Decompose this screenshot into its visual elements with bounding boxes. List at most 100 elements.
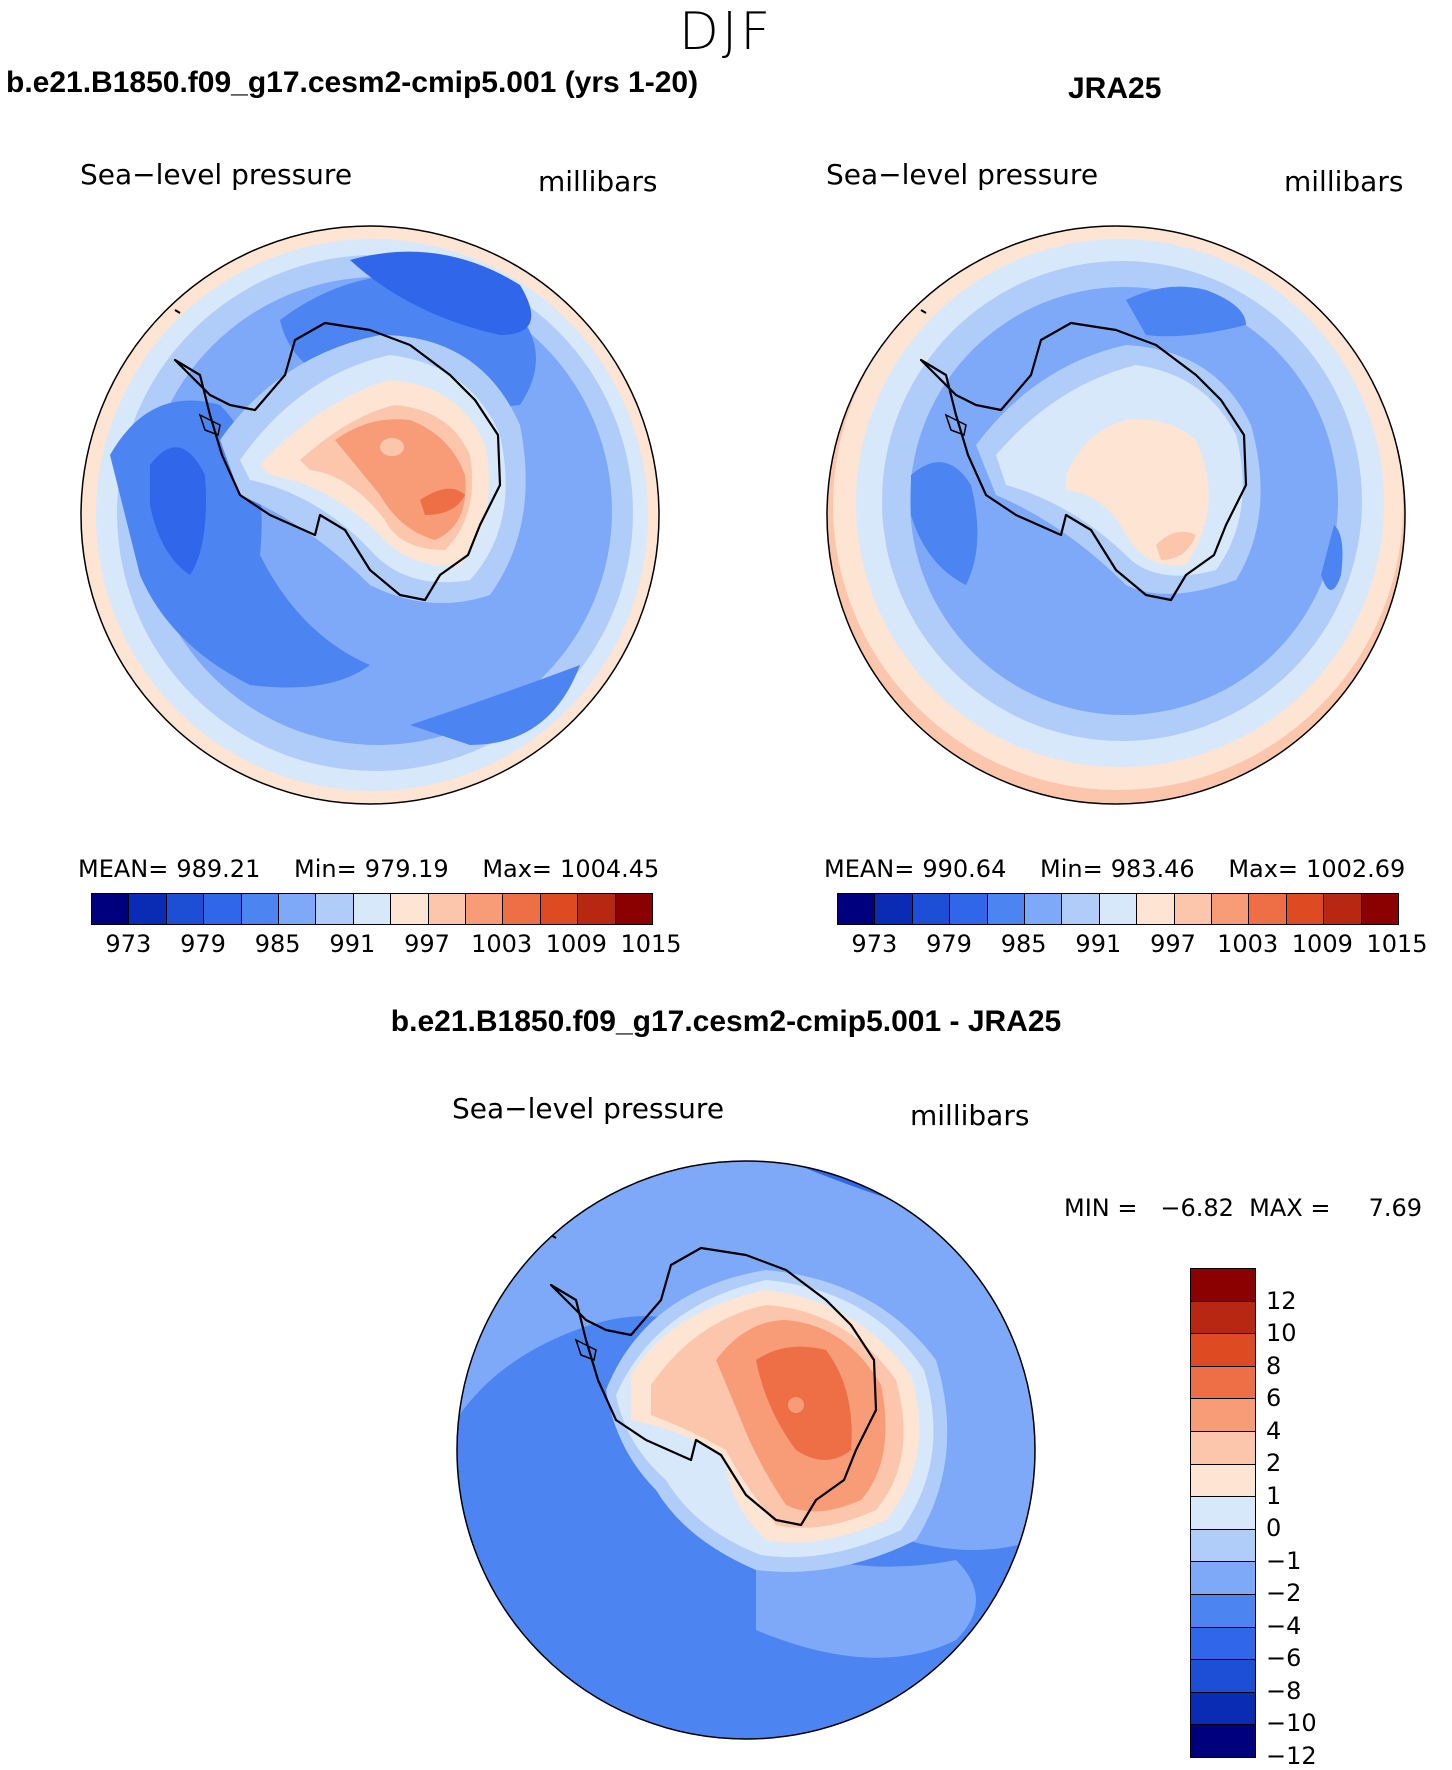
model-units-label: millibars [538, 165, 658, 198]
model-colorbar-tick-label: 991 [329, 930, 376, 958]
obs-colorbar-tick-label: 985 [1000, 930, 1047, 958]
diff-colorbar-swatch [1191, 1431, 1255, 1465]
model-variable-label: Sea−level pressure [80, 158, 353, 191]
season-title: DJF [678, 2, 774, 62]
obs-colorbar-swatch [1137, 894, 1175, 924]
diff-colorbar-ticks: 12 10 8 6 4 2 1 0 −1 −2 −4 −6 −8 −10 −12 [1266, 1268, 1346, 1770]
model-colorbar-tick-label: 985 [254, 930, 301, 958]
obs-variable-label: Sea−level pressure [826, 158, 1099, 191]
model-colorbar-tick-label: 973 [105, 930, 152, 958]
obs-colorbar-swatch [1212, 894, 1250, 924]
model-max-label: Max= [482, 855, 553, 883]
obs-panel-title: JRA25 [1068, 72, 1162, 105]
diff-colorbar-swatch [1191, 1464, 1255, 1498]
diff-colorbar-swatch [1191, 1497, 1255, 1530]
model-colorbar-swatch [578, 894, 616, 924]
model-colorbar-swatch [353, 894, 392, 924]
obs-colorbar-swatch [1174, 894, 1213, 924]
diff-panel-title: b.e21.B1850.f09_g17.cesm2-cmip5.001 - JR… [390, 1005, 1062, 1038]
diff-colorbar-tick-label: −6 [1266, 1644, 1302, 1673]
model-colorbar-swatch [166, 894, 205, 924]
obs-min-label: Min= [1039, 855, 1103, 883]
model-colorbar-swatch [540, 894, 579, 924]
diff-colorbar-swatch [1191, 1627, 1255, 1661]
obs-polar-map [826, 225, 1406, 805]
model-panel-title: b.e21.B1850.f09_g17.cesm2-cmip5.001 (yrs… [6, 66, 699, 99]
diff-minmax: MIN = −6.82 MAX = 7.69 [1064, 1194, 1423, 1222]
obs-colorbar-swatch [1062, 894, 1100, 924]
obs-colorbar-tick-label: 979 [926, 930, 972, 958]
obs-max-label: Max= [1228, 855, 1299, 883]
diff-colorbar-tick-label: −4 [1266, 1611, 1302, 1640]
obs-colorbar-swatch [875, 894, 913, 924]
diff-colorbar-swatch [1191, 1301, 1255, 1335]
model-colorbar-tick-label: 1009 [545, 930, 607, 958]
diff-colorbar-swatch [1191, 1562, 1255, 1595]
diff-colorbar-tick-label: −8 [1266, 1676, 1302, 1705]
model-colorbar-tick-label: 1015 [620, 930, 682, 958]
diff-colorbar-tick-label: −12 [1266, 1742, 1317, 1770]
model-colorbar-swatch [241, 894, 280, 924]
diff-colorbar-swatch [1191, 1334, 1255, 1367]
obs-mean-label: MEAN= [824, 855, 915, 883]
obs-colorbar-swatch [1099, 894, 1138, 924]
model-colorbar-swatch [92, 894, 130, 924]
obs-colorbar-swatch [950, 894, 988, 924]
diff-colorbar-tick-label: 0 [1266, 1514, 1282, 1543]
diff-variable-label: Sea−level pressure [452, 1092, 725, 1125]
diff-colorbar-tick-label: 2 [1266, 1449, 1282, 1478]
obs-colorbar-swatch [1361, 894, 1399, 924]
model-colorbar-tick-label: 979 [180, 930, 226, 958]
model-colorbar-swatch [428, 894, 467, 924]
obs-colorbar-tick-label: 1009 [1291, 930, 1353, 958]
diff-colorbar-tick-label: −10 [1266, 1709, 1317, 1738]
model-colorbar-swatch [503, 894, 541, 924]
diff-colorbar-swatch [1191, 1529, 1255, 1563]
obs-colorbar-swatch [1286, 894, 1325, 924]
obs-stats: MEAN= 990.64 Min= 983.46 Max= 1002.69 [824, 855, 1431, 883]
model-colorbar-tick-label: 997 [404, 930, 450, 958]
model-colorbar-swatch [615, 894, 653, 924]
obs-colorbar [837, 893, 1399, 925]
model-mean-value: 989.21 [176, 855, 261, 883]
obs-colorbar-swatch [987, 894, 1026, 924]
obs-colorbar-swatch [912, 894, 951, 924]
obs-colorbar-swatch [1324, 894, 1362, 924]
diff-colorbar-swatch [1191, 1366, 1255, 1400]
obs-min-value: 983.46 [1110, 855, 1195, 883]
model-colorbar-swatch [129, 894, 167, 924]
obs-colorbar-tick-label: 973 [851, 930, 898, 958]
diff-colorbar-tick-label: 1 [1266, 1481, 1282, 1510]
model-colorbar-swatch [316, 894, 354, 924]
model-min-label: Min= [293, 855, 357, 883]
diff-colorbar-tick-label: 6 [1266, 1384, 1282, 1413]
diff-colorbar-swatch [1191, 1660, 1255, 1693]
diff-colorbar-tick-label: 8 [1266, 1351, 1282, 1380]
model-polar-map [80, 225, 660, 805]
diff-colorbar-swatch [1191, 1594, 1255, 1628]
diff-colorbar-swatch [1191, 1399, 1255, 1432]
obs-max-value: 1002.69 [1306, 855, 1406, 883]
model-mean-label: MEAN= [78, 855, 169, 883]
model-colorbar-ticks: 973 979 985 991 997 1003 1009 1015 [91, 930, 681, 960]
obs-colorbar-tick-label: 997 [1150, 930, 1196, 958]
obs-colorbar-tick-label: 1015 [1366, 930, 1428, 958]
model-colorbar-swatch [279, 894, 317, 924]
diff-colorbar-tick-label: 4 [1266, 1416, 1282, 1445]
model-colorbar [91, 893, 653, 925]
diff-polar-map [456, 1160, 1036, 1740]
diff-colorbar-swatch [1191, 1692, 1255, 1726]
diff-colorbar-swatch [1191, 1725, 1255, 1757]
diff-colorbar-swatch [1191, 1269, 1255, 1302]
model-max-value: 1004.45 [560, 855, 660, 883]
model-stats: MEAN= 989.21 Min= 979.19 Max= 1004.45 [78, 855, 685, 883]
model-min-value: 979.19 [364, 855, 449, 883]
diff-colorbar-tick-label: 10 [1266, 1319, 1297, 1348]
diff-colorbar [1190, 1268, 1256, 1758]
obs-colorbar-tick-label: 1003 [1217, 930, 1279, 958]
model-colorbar-swatch [466, 894, 504, 924]
model-colorbar-tick-label: 1003 [471, 930, 533, 958]
obs-colorbar-tick-label: 991 [1075, 930, 1122, 958]
model-colorbar-swatch [204, 894, 242, 924]
diff-colorbar-tick-label: 12 [1266, 1286, 1297, 1315]
